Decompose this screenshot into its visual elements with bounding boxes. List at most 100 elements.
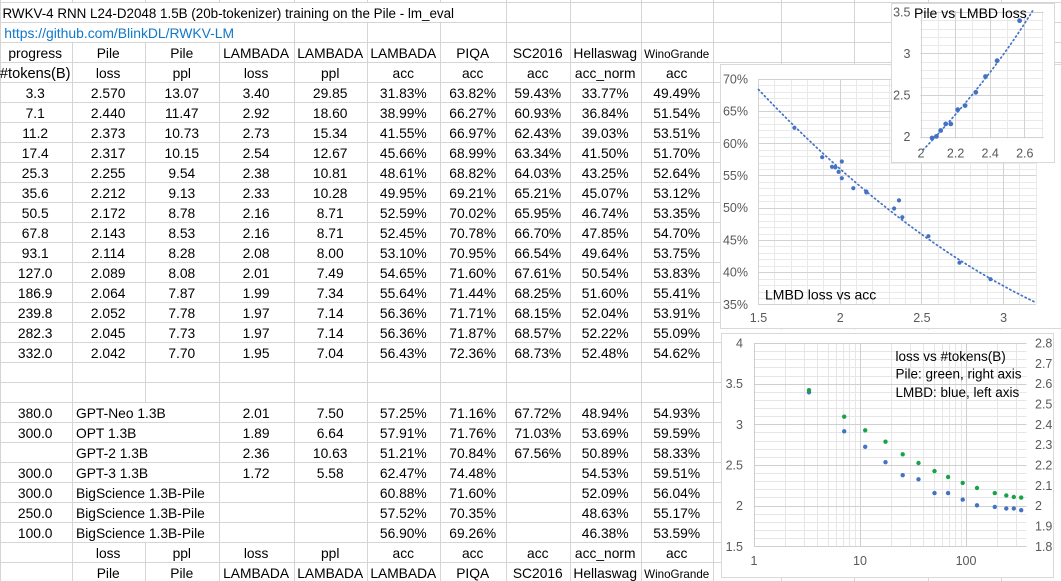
svg-text:100.0: 100.0 [18,526,53,541]
svg-text:68.57%: 68.57% [514,326,561,341]
svg-text:49.49%: 49.49% [653,86,700,101]
svg-text:59.51%: 59.51% [653,466,700,481]
svg-text:RWKV-4 RNN L24-D2048 1.5B (20b: RWKV-4 RNN L24-D2048 1.5B (20b-tokenizer… [3,6,455,21]
svg-text:51.60%: 51.60% [582,286,629,301]
svg-text:2.172: 2.172 [91,206,126,221]
svg-text:10.63: 10.63 [313,446,348,461]
svg-text:LAMBADA: LAMBADA [370,46,437,61]
svg-text:71.76%: 71.76% [449,426,496,441]
svg-text:BigScience 1.3B-Pile: BigScience 1.3B-Pile [76,526,205,541]
svg-text:LMBD loss vs acc: LMBD loss vs acc [765,287,876,303]
svg-text:2.4: 2.4 [1035,418,1052,432]
svg-text:239.8: 239.8 [18,306,53,321]
svg-text:53.35%: 53.35% [653,206,700,221]
svg-text:7.87: 7.87 [168,286,195,301]
svg-text:53.83%: 53.83% [653,266,700,281]
svg-text:SC2016: SC2016 [513,566,563,581]
svg-text:56.04%: 56.04% [653,486,700,501]
svg-text:70.35%: 70.35% [449,506,496,521]
svg-text:54.93%: 54.93% [653,406,700,421]
svg-text:52.64%: 52.64% [653,166,700,181]
svg-text:1.99: 1.99 [243,286,270,301]
svg-text:50.5: 50.5 [22,206,49,221]
svg-text:7.49: 7.49 [317,266,344,281]
svg-text:53.91%: 53.91% [653,306,700,321]
svg-text:2.6: 2.6 [1016,146,1033,160]
svg-text:72.36%: 72.36% [449,346,496,361]
svg-text:70.84%: 70.84% [449,446,496,461]
svg-text:Pile: Pile [170,46,193,61]
svg-text:2.4: 2.4 [982,146,999,160]
svg-text:Hellaswag: Hellaswag [573,566,637,581]
svg-text:68.25%: 68.25% [514,286,561,301]
svg-text:10.15: 10.15 [165,146,200,161]
svg-text:BigScience 1.3B-Pile: BigScience 1.3B-Pile [76,506,205,521]
svg-text:68.15%: 68.15% [514,306,561,321]
svg-text:300.0: 300.0 [18,426,53,441]
svg-text:8.08: 8.08 [168,266,195,281]
svg-text:2.54: 2.54 [243,146,270,161]
svg-text:2.440: 2.440 [91,106,126,121]
svg-text:31.83%: 31.83% [380,86,427,101]
svg-text:69.21%: 69.21% [449,186,496,201]
svg-text:300.0: 300.0 [18,486,53,501]
svg-text:loss: loss [244,546,269,561]
svg-text:33.77%: 33.77% [582,86,629,101]
svg-text:11.47: 11.47 [165,106,199,121]
svg-text:GPT-2 1.3B: GPT-2 1.3B [76,446,148,461]
svg-text:acc_norm: acc_norm [575,546,636,561]
svg-text:3.5: 3.5 [893,5,910,19]
svg-text:50.54%: 50.54% [582,266,629,281]
svg-text:62.47%: 62.47% [380,466,427,481]
svg-text:71.71%: 71.71% [449,306,496,321]
svg-text:41.55%: 41.55% [380,126,427,141]
svg-text:2.6: 2.6 [1035,377,1052,391]
svg-text:acc: acc [393,66,415,81]
svg-text:66.54%: 66.54% [514,246,561,261]
svg-text:3: 3 [736,418,743,432]
svg-text:51.21%: 51.21% [380,446,427,461]
svg-text:68.99%: 68.99% [449,146,496,161]
svg-text:acc: acc [666,546,688,561]
svg-text:55%: 55% [723,169,748,183]
svg-text:53.10%: 53.10% [380,246,427,261]
svg-text:60.93%: 60.93% [514,106,561,121]
svg-text:39.03%: 39.03% [582,126,629,141]
svg-text:3.5: 3.5 [726,377,743,391]
svg-text:56.90%: 56.90% [380,526,427,541]
svg-text:2.317: 2.317 [91,146,126,161]
svg-text:56.43%: 56.43% [380,346,427,361]
svg-text:69.26%: 69.26% [449,526,496,541]
svg-text:9.54: 9.54 [168,166,195,181]
svg-text:2: 2 [904,130,911,144]
svg-text:52.09%: 52.09% [582,486,629,501]
svg-text:1.97: 1.97 [243,326,270,341]
svg-text:35.6: 35.6 [22,186,49,201]
svg-text:67.56%: 67.56% [514,446,561,461]
svg-text:2: 2 [837,311,844,325]
svg-text:loss vs #tokens(B): loss vs #tokens(B) [896,349,1006,364]
svg-text:9.13: 9.13 [168,186,195,201]
svg-text:2.114: 2.114 [91,246,125,261]
svg-text:#tokens(B): #tokens(B) [0,66,70,82]
svg-text:7.70: 7.70 [168,346,195,361]
svg-text:2.01: 2.01 [243,406,270,421]
svg-text:Pile: green, right axis: Pile: green, right axis [896,367,1022,382]
svg-text:380.0: 380.0 [18,406,53,421]
svg-text:53.69%: 53.69% [582,426,629,441]
svg-text:2.08: 2.08 [243,246,270,261]
svg-text:282.3: 282.3 [18,326,53,341]
svg-text:Hellaswag: Hellaswag [573,46,637,61]
svg-text:2.5: 2.5 [726,458,743,472]
svg-text:55.09%: 55.09% [653,326,700,341]
svg-text:1.9: 1.9 [1035,519,1052,533]
svg-text:acc: acc [527,546,549,561]
svg-text:45%: 45% [723,233,748,247]
svg-text:63.34%: 63.34% [514,146,561,161]
svg-text:2.01: 2.01 [243,266,270,281]
svg-text:65.21%: 65.21% [514,186,561,201]
svg-text:3: 3 [1000,311,1007,325]
svg-text:LAMBADA: LAMBADA [297,566,364,581]
svg-text:70.78%: 70.78% [449,226,496,241]
svg-text:36.84%: 36.84% [582,106,629,121]
